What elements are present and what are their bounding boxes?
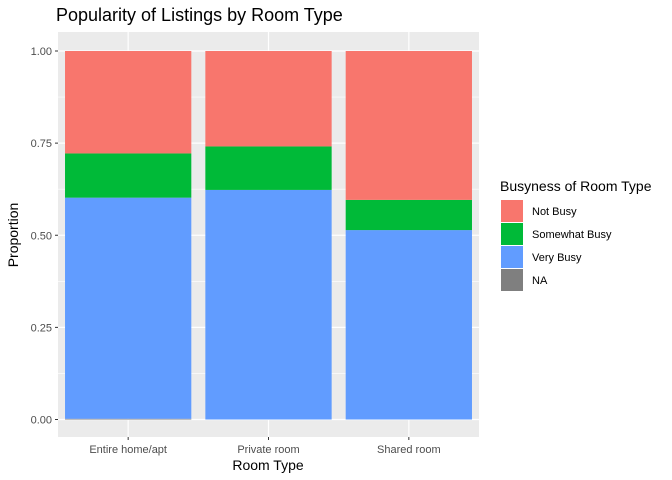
legend-swatch-na — [501, 269, 523, 291]
x-tick-label-private-room: Private room — [237, 444, 299, 456]
legend: Busyness of Room Type Not Busy Somewhat B… — [500, 178, 652, 291]
chart-title: Popularity of Listings by Room Type — [56, 5, 343, 25]
legend-label-very-busy: Very Busy — [532, 252, 582, 264]
legend-swatch-not-busy — [501, 200, 523, 222]
legend-label-somewhat-busy: Somewhat Busy — [532, 229, 612, 241]
y-tick-label: 0.00 — [31, 415, 52, 427]
bar-shared-room-somewhat-busy — [345, 199, 472, 231]
bar-entire-home-apt-somewhat-busy — [65, 153, 192, 198]
x-tick-label-shared-room: Shared room — [377, 444, 441, 456]
legend-label-not-busy: Not Busy — [532, 206, 577, 218]
bar-private-room-not-busy — [205, 51, 332, 147]
y-axis-title: Proportion — [5, 203, 21, 268]
bar-private-room-somewhat-busy — [205, 146, 332, 190]
bar-shared-room-very-busy — [345, 230, 472, 420]
y-axis: 0.00 0.25 0.50 0.75 1.00 — [31, 46, 58, 427]
legend-swatch-somewhat-busy — [501, 223, 523, 245]
x-axis: Entire home/apt Private room Shared room — [89, 437, 441, 456]
y-tick-label: 0.25 — [31, 322, 52, 334]
bar-private-room-very-busy — [205, 189, 332, 420]
y-tick-label: 0.75 — [31, 138, 52, 150]
bars-layer — [65, 51, 472, 420]
bar-entire-home-apt-na — [65, 418, 192, 420]
x-axis-title: Room Type — [232, 457, 304, 473]
legend-swatch-very-busy — [501, 246, 523, 268]
bar-entire-home-apt-not-busy — [65, 51, 192, 154]
legend-label-na: NA — [532, 275, 548, 287]
bar-shared-room-not-busy — [345, 51, 472, 200]
y-tick-label: 0.50 — [31, 230, 52, 242]
bar-entire-home-apt-very-busy — [65, 197, 192, 419]
x-tick-label-entire-home-apt: Entire home/apt — [89, 444, 167, 456]
y-tick-label: 1.00 — [31, 46, 52, 58]
legend-title: Busyness of Room Type — [500, 178, 652, 194]
